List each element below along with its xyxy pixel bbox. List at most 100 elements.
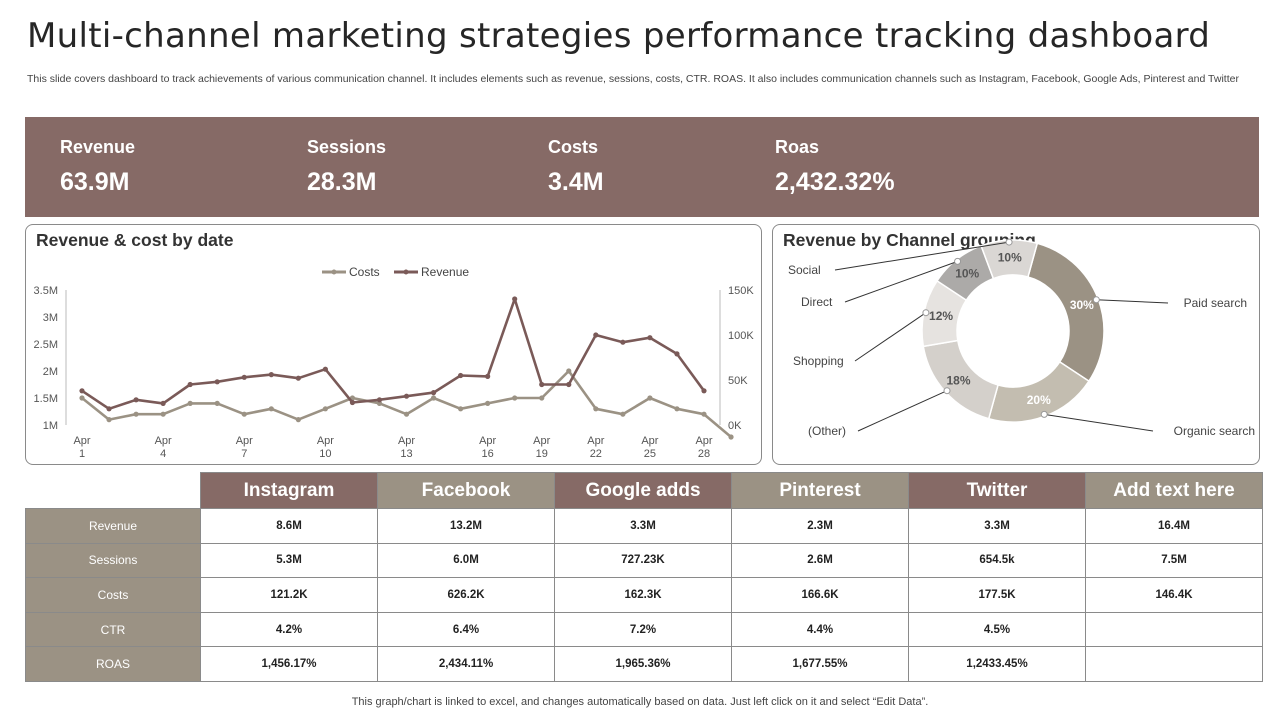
x-tick-month: Apr xyxy=(398,435,415,447)
table-cell: 4.4% xyxy=(731,611,909,648)
revenue-point xyxy=(322,366,328,372)
table-cell: 7.2% xyxy=(554,611,732,648)
right-axis-tick: 0K xyxy=(728,420,742,432)
kpi-label: Revenue xyxy=(60,137,136,157)
callout-line xyxy=(854,312,927,362)
left-axis-tick: 1M xyxy=(43,420,58,432)
revenue-point xyxy=(647,335,653,341)
kpi-costs: Costs 3.4M xyxy=(548,137,604,197)
revenue-point xyxy=(620,339,626,345)
donut-chart[interactable]: 30% 20% 18% 12% 10% 10% Paid search Organic sea… xyxy=(773,225,1259,464)
revenue-point xyxy=(593,332,599,338)
table-row: Sessions 5.3M 6.0M 727.23K 2.6M 654.5k 7.5M xyxy=(25,542,1263,579)
x-tick-day: 19 xyxy=(536,448,548,460)
revenue-point xyxy=(376,397,383,403)
table-row: CTR 4.2% 6.4% 7.2% 4.4% 4.5% xyxy=(25,611,1263,648)
costs-point xyxy=(160,411,166,417)
table-cell: 7.5M xyxy=(1085,542,1263,579)
kpi-sessions: Sessions 28.3M xyxy=(307,137,386,197)
costs-point xyxy=(485,400,491,406)
revenue-point xyxy=(674,351,680,357)
col-pinterest: Pinterest xyxy=(731,472,909,509)
x-tick-day: 28 xyxy=(698,448,710,460)
costs-point xyxy=(268,406,274,412)
donut-slice-label: 30% xyxy=(1070,298,1094,312)
line-chart[interactable]: 1M1.5M2M2.5M3M3.5M0K50K100K150KApr1Apr4A… xyxy=(26,225,761,464)
kpi-bar: Revenue 63.9M Sessions 28.3M Costs 3.4M … xyxy=(25,117,1259,217)
callout-dot xyxy=(1005,238,1013,246)
table-cell: 121.2K xyxy=(200,577,378,613)
col-facebook: Facebook xyxy=(377,472,555,509)
x-tick-month: Apr xyxy=(479,435,496,447)
callout-line xyxy=(844,260,958,303)
donut-chart-panel[interactable]: Revenue by Channel grouping 30% 20% 18% 12%… xyxy=(772,224,1260,465)
callout-label: (Other) xyxy=(808,424,846,438)
costs-point xyxy=(728,434,734,440)
table-cell: 727.23K xyxy=(554,542,732,579)
col-google-adds: Google adds xyxy=(554,472,732,509)
callout-dot xyxy=(954,257,962,265)
table-cell: 626.2K xyxy=(377,577,555,613)
col-add-text: Add text here xyxy=(1085,472,1263,509)
revenue-point xyxy=(160,400,166,406)
table-cell: 177.5K xyxy=(908,577,1086,613)
x-tick-day: 13 xyxy=(400,448,412,460)
revenue-line xyxy=(81,297,706,411)
callout-label: Paid search xyxy=(1184,296,1247,310)
x-tick-day: 10 xyxy=(319,448,331,460)
x-tick-month: Apr xyxy=(236,435,253,447)
kpi-roas: Roas 2,432.32% xyxy=(775,137,895,197)
legend-label: Costs xyxy=(349,265,380,279)
left-axis-tick: 2M xyxy=(43,366,58,378)
callout-label: Social xyxy=(788,263,821,277)
table-cell: 1,456.17% xyxy=(200,646,378,682)
costs-point xyxy=(376,400,383,406)
revenue-point xyxy=(79,388,85,394)
table-cell: 1,2433.45% xyxy=(908,646,1086,682)
revenue-point xyxy=(539,381,545,388)
legend-marker xyxy=(403,269,409,275)
left-axis-tick: 2.5M xyxy=(34,339,58,351)
callout-label: Organic search xyxy=(1174,424,1255,438)
costs-point xyxy=(187,400,193,406)
costs-point xyxy=(214,400,220,406)
costs-point xyxy=(79,395,85,401)
right-axis-tick: 100K xyxy=(728,330,754,342)
x-tick-day: 4 xyxy=(160,448,166,460)
costs-point xyxy=(539,395,545,401)
table-cell: 2,434.11% xyxy=(377,646,555,682)
line-chart-panel[interactable]: Revenue & cost by date 1M 1.5M 2M 2.5M 3M 3.5… xyxy=(25,224,762,465)
page-subtitle: This slide covers dashboard to track ach… xyxy=(27,73,1239,85)
revenue-point xyxy=(268,372,274,378)
table-cell: 8.6M xyxy=(200,508,378,544)
table-cell: 166.6K xyxy=(731,577,909,613)
x-tick-day: 16 xyxy=(482,448,494,460)
costs-point xyxy=(241,411,247,417)
kpi-label: Sessions xyxy=(307,137,387,157)
kpi-revenue: Revenue 63.9M xyxy=(60,137,135,197)
table-cell: 4.2% xyxy=(200,611,378,648)
table-cell: 6.0M xyxy=(377,542,555,579)
x-tick-month: Apr xyxy=(695,435,712,447)
revenue-point xyxy=(701,388,707,394)
costs-point xyxy=(295,417,301,423)
revenue-point xyxy=(566,381,572,388)
table-cell: 4.5% xyxy=(908,611,1086,648)
revenue-point xyxy=(133,397,139,403)
donut-slice xyxy=(980,239,1039,280)
donut-slice-label: 10% xyxy=(998,251,1022,265)
table-row: Costs 121.2K 626.2K 162.3K 166.6K 177.5K 146.4… xyxy=(25,577,1263,613)
revenue-point xyxy=(349,399,356,406)
donut-slice-label: 20% xyxy=(1027,393,1051,407)
table-row: ROAS 1,456.17% 2,434.11% 1,965.36% 1,677.55%… xyxy=(25,646,1263,682)
costs-point xyxy=(403,411,410,417)
x-tick-month: Apr xyxy=(155,435,172,447)
x-tick-month: Apr xyxy=(533,435,550,447)
callout-dot xyxy=(922,309,930,317)
left-axis-tick: 3M xyxy=(43,312,58,324)
callout-dot xyxy=(1092,296,1100,304)
callout-line xyxy=(834,241,1010,271)
table-cell: 162.3K xyxy=(554,577,732,613)
callout-line xyxy=(1044,413,1154,432)
revenue-point xyxy=(458,372,464,379)
